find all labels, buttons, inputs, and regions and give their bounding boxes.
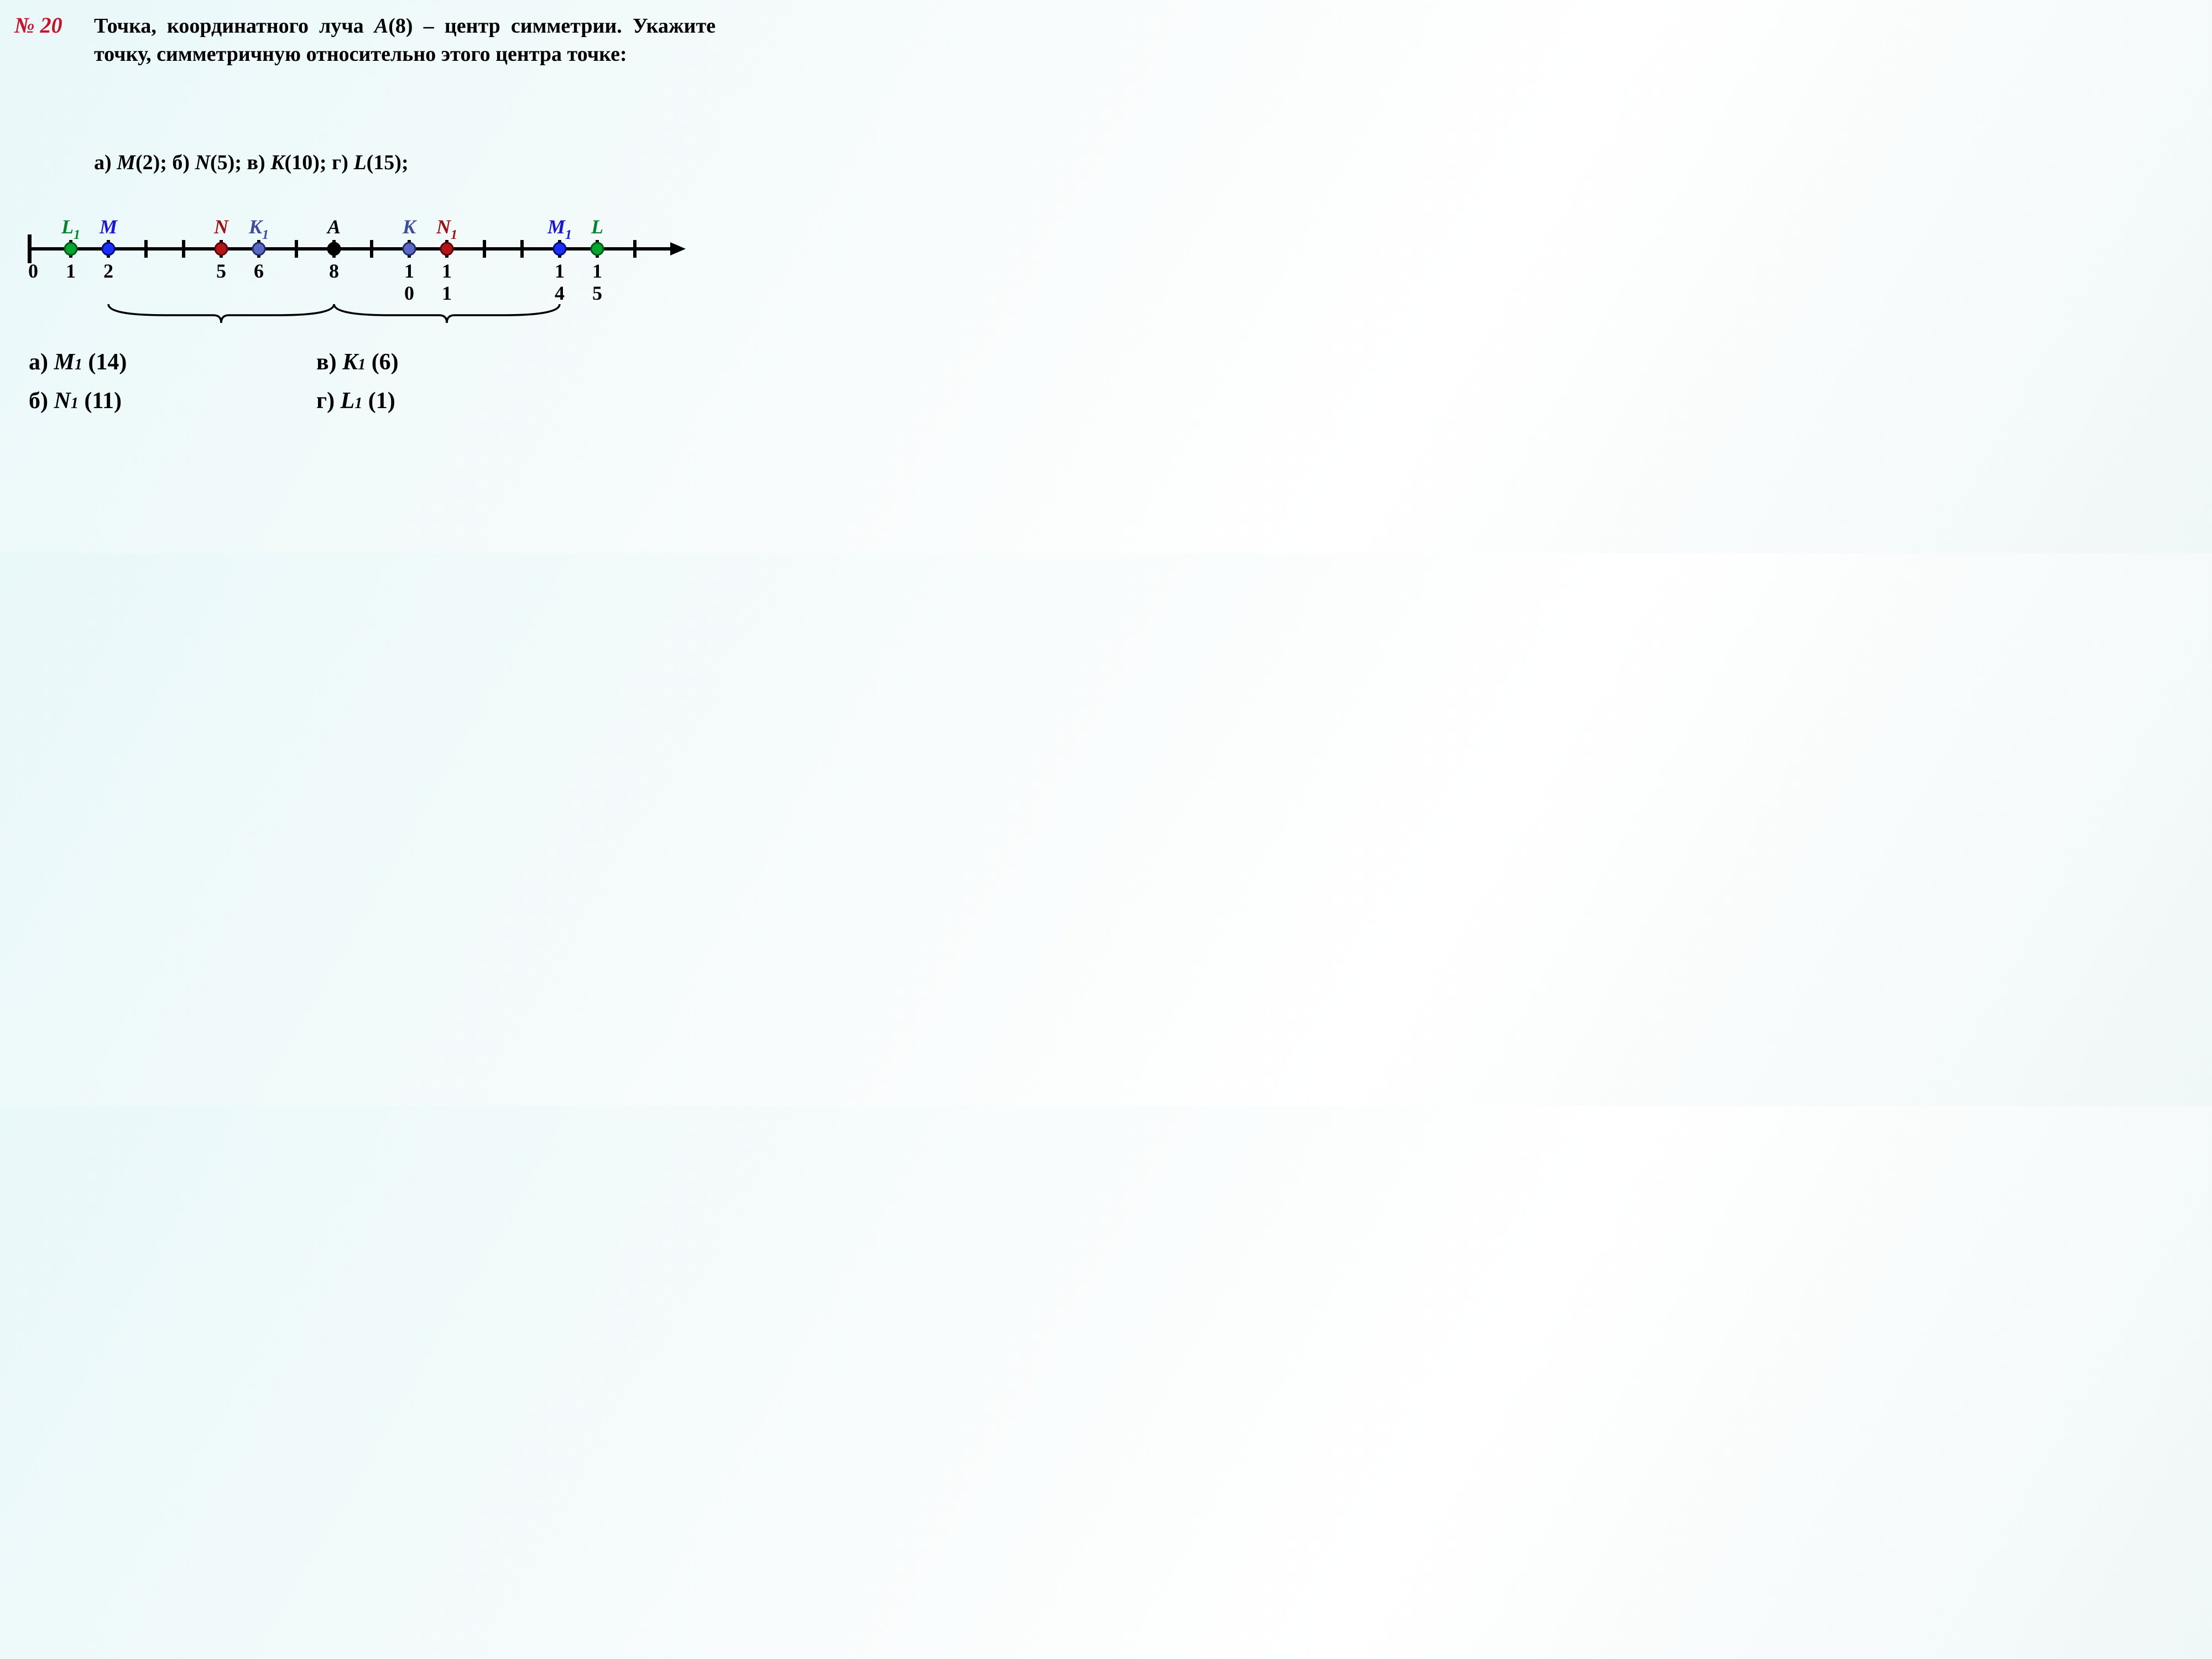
ans-a-pref: а) bbox=[29, 349, 54, 375]
svg-text:M1: M1 bbox=[547, 216, 572, 242]
svg-text:L: L bbox=[591, 216, 603, 238]
opt-v-pref: в) bbox=[247, 151, 271, 174]
ans-g-val: (1) bbox=[362, 388, 395, 414]
task-point-ital: A bbox=[374, 14, 388, 38]
svg-text:M: M bbox=[99, 216, 118, 238]
ans-b-pref: б) bbox=[29, 388, 54, 414]
svg-text:4: 4 bbox=[555, 282, 565, 304]
ans-v-sub: 1 bbox=[358, 356, 366, 373]
opt-a-val: (2); bbox=[135, 151, 172, 174]
ans-a-ital: M bbox=[54, 349, 75, 375]
answers-block: а) M1 (14) в) K1 (6) б) N1 (11) г) L1 (1… bbox=[29, 348, 716, 426]
svg-text:1: 1 bbox=[592, 260, 602, 282]
svg-text:6: 6 bbox=[254, 260, 264, 282]
svg-text:1: 1 bbox=[66, 260, 76, 282]
ans-v-val: (6) bbox=[366, 349, 398, 375]
answer-a: а) M1 (14) bbox=[29, 348, 316, 376]
ans-v-ital: K bbox=[342, 349, 358, 375]
opt-v-val: (10); bbox=[285, 151, 332, 174]
answer-b: б) N1 (11) bbox=[29, 387, 316, 415]
svg-text:K1: K1 bbox=[248, 216, 269, 242]
ans-g-sub: 1 bbox=[354, 395, 362, 412]
svg-text:N1: N1 bbox=[436, 216, 457, 242]
svg-text:2: 2 bbox=[103, 260, 113, 282]
opt-b-ital: N bbox=[195, 151, 210, 174]
task-prefix: Точка, координатного луча bbox=[94, 14, 374, 38]
options-text: а) M(2); б) N(5); в) K(10); г) L(15); bbox=[94, 149, 716, 176]
svg-text:A: A bbox=[326, 216, 341, 238]
opt-a-ital: M bbox=[117, 151, 135, 174]
task-point-paren: (8) bbox=[388, 14, 413, 38]
svg-text:1: 1 bbox=[442, 260, 452, 282]
task-text: Точка, координатного луча A(8) – центр с… bbox=[94, 12, 716, 69]
svg-text:0: 0 bbox=[28, 260, 38, 282]
opt-g-ital: L bbox=[353, 151, 366, 174]
opt-b-val: (5); bbox=[210, 151, 247, 174]
answer-g: г) L1 (1) bbox=[316, 387, 604, 415]
svg-text:8: 8 bbox=[329, 260, 339, 282]
svg-text:L1: L1 bbox=[61, 216, 80, 242]
svg-text:K: K bbox=[402, 216, 418, 238]
ans-a-sub: 1 bbox=[75, 356, 82, 373]
ans-b-val: (11) bbox=[79, 388, 122, 414]
svg-text:0: 0 bbox=[404, 282, 414, 304]
svg-text:5: 5 bbox=[216, 260, 226, 282]
problem-number: № 20 bbox=[14, 12, 62, 38]
opt-g-val: (15); bbox=[367, 151, 409, 174]
opt-g-pref: г) bbox=[332, 151, 353, 174]
opt-a-pref: а) bbox=[94, 151, 117, 174]
opt-b-pref: б) bbox=[172, 151, 195, 174]
opt-v-ital: K bbox=[270, 151, 284, 174]
svg-text:1: 1 bbox=[404, 260, 414, 282]
svg-text:5: 5 bbox=[592, 282, 602, 304]
ans-g-pref: г) bbox=[316, 388, 341, 414]
ans-b-ital: N bbox=[54, 388, 71, 414]
ans-g-ital: L bbox=[341, 388, 355, 414]
svg-text:N: N bbox=[213, 216, 229, 238]
ans-b-sub: 1 bbox=[71, 395, 79, 412]
ans-v-pref: в) bbox=[316, 349, 342, 375]
svg-text:1: 1 bbox=[555, 260, 565, 282]
svg-text:1: 1 bbox=[442, 282, 452, 304]
ans-a-val: (14) bbox=[82, 349, 127, 375]
number-line-svg: 01256810111415L1MNK1AKN1M1L bbox=[28, 210, 713, 354]
number-line-diagram: 01256810111415L1MNK1AKN1M1L bbox=[28, 210, 713, 354]
answer-v: в) K1 (6) bbox=[316, 348, 604, 376]
